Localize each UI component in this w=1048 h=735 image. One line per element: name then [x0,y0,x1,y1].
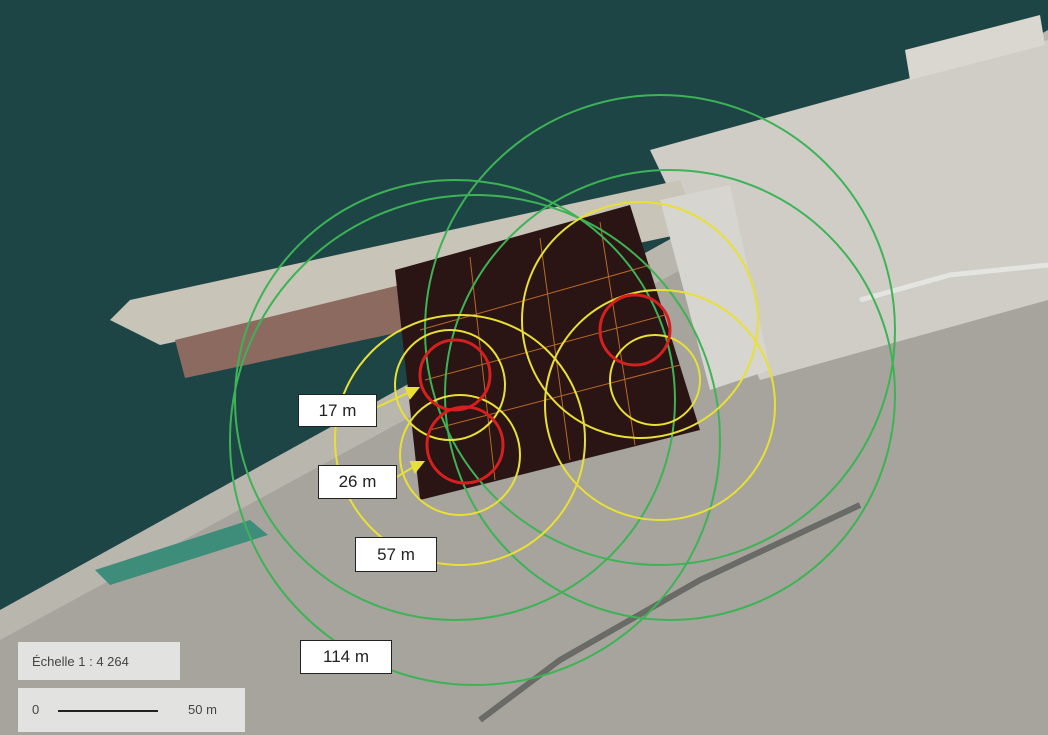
building [395,205,700,500]
arrows [374,387,426,479]
distance-label: 17 m [298,394,377,427]
ship [905,15,1045,80]
scale-bar-box: 0 50 m [18,688,245,732]
distance-label: 57 m [355,537,437,572]
ship [175,285,410,378]
scale-ratio: Échelle 1 : 4 264 [18,642,180,680]
railway [859,262,1048,303]
scale-bar [58,710,158,712]
scale-end: 50 m [188,702,217,717]
warehouse [660,185,770,390]
scale-start: 0 [32,702,40,717]
distance-label: 114 m [300,640,392,674]
distance-label: 26 m [318,465,397,499]
ship [95,520,268,585]
railway [478,502,862,723]
radius-circles [229,94,896,686]
